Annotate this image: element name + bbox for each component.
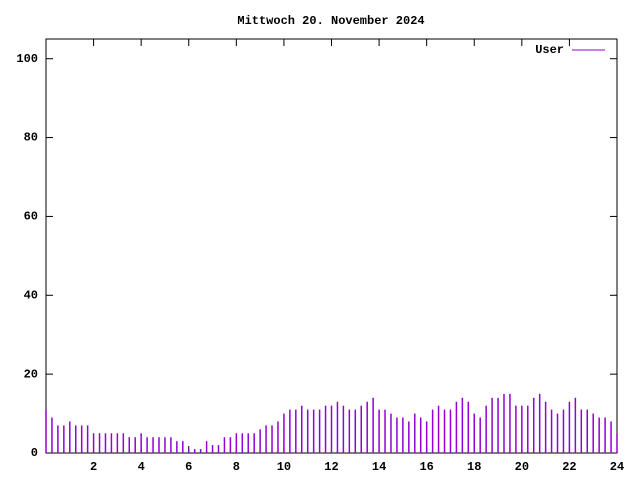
- x-tick-label: 10: [277, 460, 291, 474]
- x-tick-label: 16: [419, 460, 433, 474]
- x-tick-label: 2: [90, 460, 97, 474]
- y-tick-label: 60: [24, 210, 38, 224]
- plot-border: [45, 38, 618, 454]
- y-tick-label: 100: [16, 52, 38, 66]
- x-tick-label: 24: [610, 460, 624, 474]
- x-tick-label: 4: [138, 460, 145, 474]
- y-tick-label: 20: [24, 367, 38, 381]
- chart-title: Mittwoch 20. November 2024: [237, 14, 424, 28]
- x-tick-label: 6: [185, 460, 192, 474]
- x-tick-label: 14: [372, 460, 386, 474]
- y-tick-label: 40: [24, 288, 38, 302]
- x-tick-label: 22: [562, 460, 576, 474]
- legend-label: User: [535, 43, 564, 57]
- x-tick-label: 8: [233, 460, 240, 474]
- x-tick-label: 18: [467, 460, 481, 474]
- x-tick-label: 20: [515, 460, 529, 474]
- y-tick-label: 80: [24, 131, 38, 145]
- x-tick-label: 12: [324, 460, 338, 474]
- y-tick-label: 0: [31, 446, 38, 460]
